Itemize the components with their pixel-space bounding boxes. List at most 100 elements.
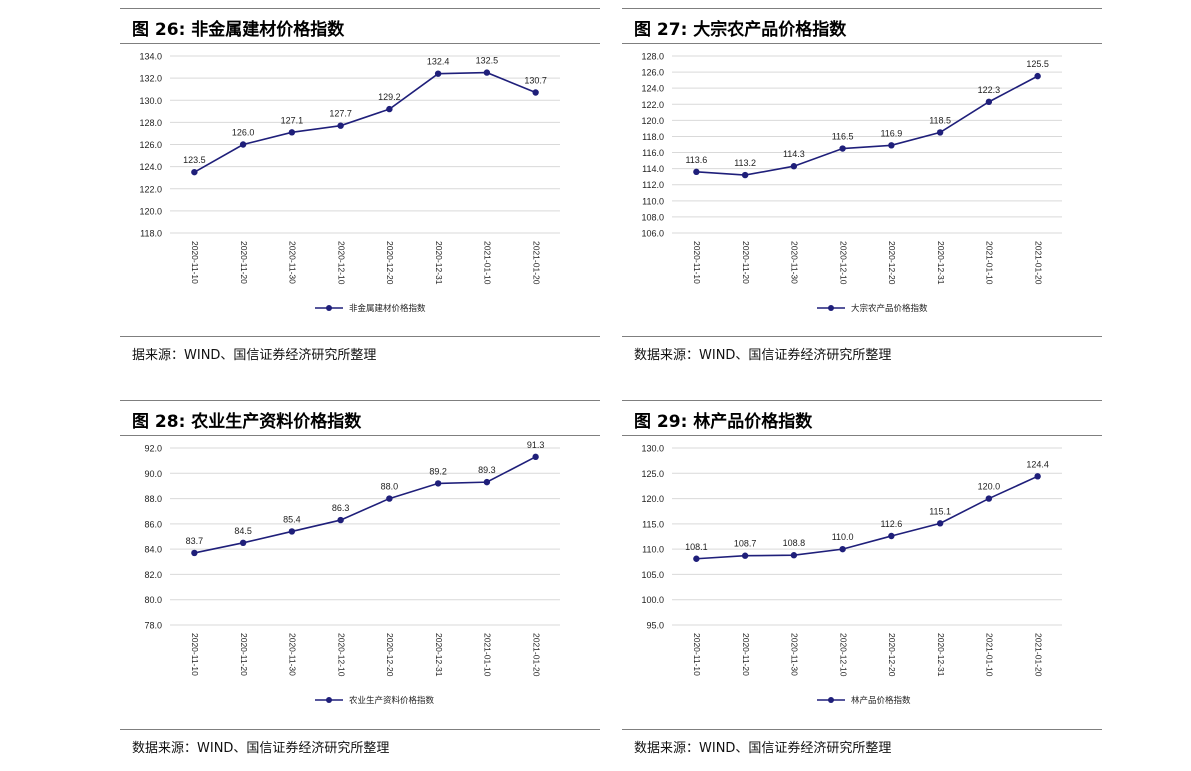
data-label: 116.5 (832, 132, 854, 142)
y-tick-label: 134.0 (139, 52, 162, 62)
panel-title: 图 28: 农业生产资料价格指数 (132, 412, 362, 432)
y-tick-label: 92.0 (144, 444, 162, 454)
data-label: 116.9 (880, 128, 902, 138)
source-note: 数据来源：WIND、国信证券经济研究所整理 (634, 741, 892, 756)
source-divider (120, 729, 600, 730)
source-divider (120, 336, 600, 337)
data-point (288, 129, 296, 136)
y-tick-label: 84.0 (144, 545, 162, 555)
legend-marker (828, 697, 834, 703)
x-tick-label: 2020-12-20 (385, 633, 395, 677)
y-tick-label: 132.0 (139, 74, 162, 84)
y-tick-label: 88.0 (144, 494, 162, 504)
y-tick-label: 112.0 (642, 180, 664, 190)
data-label: 118.5 (929, 115, 951, 125)
data-point (985, 495, 993, 502)
x-tick-label: 2020-12-10 (336, 241, 346, 285)
y-tick-label: 118.0 (140, 229, 162, 239)
x-tick-label: 2020-11-10 (692, 241, 702, 284)
source-note: 数据来源：WIND、国信证券经济研究所整理 (132, 741, 390, 756)
legend-label: 农业生产资料价格指数 (349, 695, 435, 705)
line-chart-svg: 78.0 80.0 82.0 84.0 86.0 88.0 90.0 92.0 2020-11-… (144, 440, 560, 705)
x-tick-label: 2020-12-10 (336, 633, 346, 677)
data-label: 110.0 (832, 532, 854, 542)
data-point (693, 555, 700, 562)
data-point (1034, 473, 1041, 480)
series-line (696, 75, 1038, 176)
chart-panel-29: 图 29: 林产品价格指数 95.0 100.0 105.0 110.0 115.0 12… (622, 400, 1102, 768)
x-tick-label: 2020-11-30 (288, 633, 298, 676)
line-chart-svg: 118.0 120.0 122.0 124.0 126.0 128.0 130.0 132.0… (139, 52, 560, 313)
panel-title: 图 29: 林产品价格指数 (634, 412, 813, 432)
panel-title-bar: 图 29: 林产品价格指数 (622, 400, 1102, 436)
y-tick-label: 86.0 (144, 519, 162, 529)
data-point (434, 480, 442, 487)
y-tick-label: 105.0 (641, 570, 664, 580)
x-tick-label: 2020-11-10 (692, 633, 702, 676)
y-tick-label: 78.0 (144, 621, 162, 631)
data-point (741, 552, 749, 559)
data-label: 85.4 (283, 514, 301, 524)
legend-marker (326, 305, 332, 311)
panel-title: 图 27: 大宗农产品价格指数 (634, 20, 847, 40)
y-tick-label: 122.0 (139, 184, 162, 194)
x-tick-label: 2020-12-31 (936, 633, 946, 677)
chart-panel-26: 图 26: 非金属建材价格指数 118.0 120.0 122.0 124.0 126.… (120, 8, 600, 376)
data-point (888, 142, 895, 149)
data-point (888, 532, 895, 540)
data-point (386, 495, 393, 502)
y-tick-label: 90.0 (144, 469, 162, 479)
chart-panel-28: 图 28: 农业生产资料价格指数 78.0 80.0 82.0 84.0 86.0 88.… (120, 400, 600, 768)
data-label: 130.7 (524, 76, 547, 86)
data-label: 127.7 (329, 109, 352, 119)
chart-panel-27: 图 27: 大宗农产品价格指数 106.0 108.0 110.0 112.0 114.… (622, 8, 1102, 376)
data-point (741, 171, 749, 179)
x-tick-label: 2020-12-20 (887, 241, 897, 285)
x-tick-label: 2020-12-31 (434, 633, 444, 677)
source-divider (622, 729, 1102, 730)
data-point (191, 168, 198, 176)
data-label: 115.1 (929, 506, 951, 516)
y-tick-label: 125.0 (641, 469, 664, 479)
data-label: 89.2 (429, 466, 447, 476)
series-line (193, 71, 536, 173)
panel-title-bar: 图 26: 非金属建材价格指数 (120, 8, 600, 44)
data-point (288, 528, 296, 535)
data-label: 125.5 (1026, 59, 1049, 69)
x-tick-label: 2020-12-10 (838, 241, 848, 285)
x-tick-label: 2020-12-31 (936, 241, 946, 285)
x-tick-label: 2021-01-10 (985, 633, 995, 677)
line-chart-svg: 106.0 108.0 110.0 112.0 114.0 116.0 118.0 120.0… (641, 52, 1062, 313)
source-note: 据来源：WIND、国信证券经济研究所整理 (132, 348, 377, 363)
y-tick-label: 120.0 (641, 494, 664, 504)
data-label: 88.0 (381, 482, 399, 492)
y-tick-label: 118.0 (642, 132, 664, 142)
y-tick-label: 128.0 (139, 118, 162, 128)
data-point (386, 105, 393, 113)
data-point (239, 141, 247, 148)
data-label: 122.3 (978, 85, 1001, 95)
data-point (532, 453, 539, 461)
x-tick-label: 2020-11-20 (741, 633, 751, 676)
x-tick-label: 2020-11-20 (239, 241, 249, 284)
line-chart-svg: 95.0 100.0 105.0 110.0 115.0 120.0 125.0 130.0 2… (641, 444, 1062, 705)
data-label: 132.5 (476, 56, 499, 66)
x-tick-label: 2021-01-10 (985, 241, 995, 285)
y-tick-label: 130.0 (641, 444, 664, 454)
x-tick-label: 2020-12-31 (434, 241, 444, 285)
data-label: 91.3 (527, 440, 545, 450)
series-line (194, 456, 536, 554)
y-tick-label: 120.0 (641, 116, 664, 126)
data-point (790, 552, 798, 559)
data-label: 83.7 (186, 536, 204, 546)
y-tick-label: 130.0 (139, 96, 162, 106)
data-point (532, 89, 539, 96)
data-label: 126.0 (232, 128, 255, 138)
x-tick-label: 2020-11-10 (190, 633, 200, 676)
y-tick-label: 126.0 (139, 140, 162, 150)
panel-title: 图 26: 非金属建材价格指数 (132, 20, 345, 40)
x-tick-label: 2020-12-10 (838, 633, 848, 677)
data-label: 86.3 (332, 503, 350, 513)
y-tick-label: 106.0 (641, 229, 664, 239)
data-point (839, 545, 846, 553)
